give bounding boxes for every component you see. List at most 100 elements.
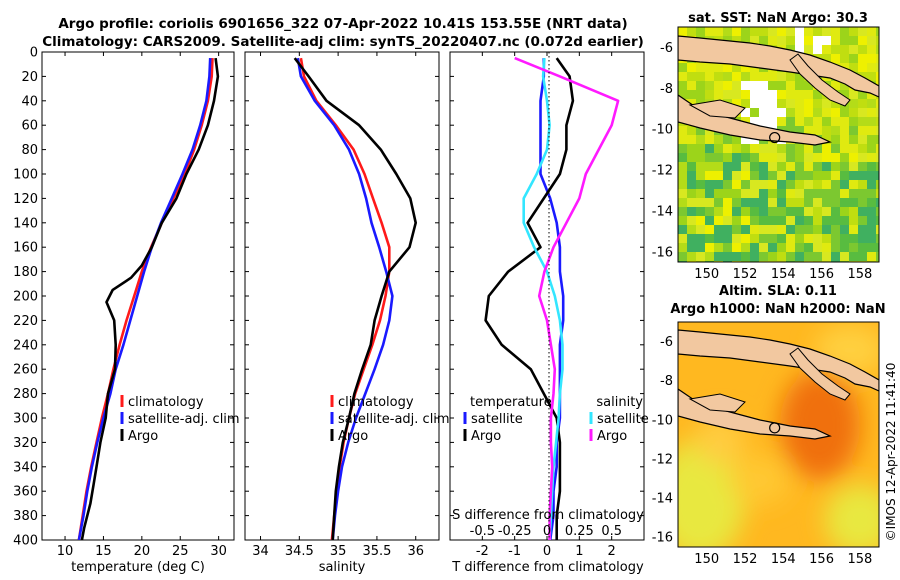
- sst-cell: [858, 243, 867, 252]
- sst-map-frame: [677, 26, 880, 263]
- sst-cell: [849, 252, 858, 261]
- sst-cell: [723, 189, 732, 198]
- sst-cell: [714, 162, 723, 171]
- sst-cell: [687, 207, 696, 216]
- sst-cell: [804, 108, 813, 117]
- sst-cell: [858, 216, 867, 225]
- difference-xtick-label: 0: [543, 544, 551, 559]
- sst-cell: [768, 108, 777, 117]
- sst-cell: [750, 27, 759, 36]
- sst-map-field: [678, 27, 879, 262]
- temperature-xtick-label: 20: [134, 544, 151, 559]
- sst-cell: [786, 90, 795, 99]
- sst-cell: [831, 252, 840, 261]
- sst-cell: [876, 99, 879, 108]
- sst-cell: [723, 252, 732, 261]
- sst-cell: [849, 63, 858, 72]
- sst-cell: [867, 144, 876, 153]
- sst-cell: [768, 27, 777, 36]
- sst-cell: [822, 198, 831, 207]
- sst-cell: [705, 225, 714, 234]
- temperature-series-satellite-adj-clim: [77, 58, 212, 540]
- sst-cell: [786, 153, 795, 162]
- sst-cell: [858, 63, 867, 72]
- sst-cell: [822, 27, 831, 36]
- sst-cell: [696, 180, 705, 189]
- sst-cell: [759, 225, 768, 234]
- sla-land-east: [789, 347, 851, 401]
- legend-label-satellite: satellite-adj. clim: [338, 412, 450, 427]
- sst-cell: [867, 45, 876, 54]
- difference-xtick-label: 2: [608, 544, 616, 559]
- sst-cell: [840, 153, 849, 162]
- sst-cell: [858, 153, 867, 162]
- sst-cell: [723, 198, 732, 207]
- sst-cell: [786, 198, 795, 207]
- sst-cell: [795, 81, 804, 90]
- sst-cell: [750, 144, 759, 153]
- sst-cell: [831, 108, 840, 117]
- sst-cell: [714, 243, 723, 252]
- sst-cell: [723, 153, 732, 162]
- sst-cell: [831, 243, 840, 252]
- sst-cell: [705, 63, 714, 72]
- sst-cell: [858, 117, 867, 126]
- sst-cell: [867, 243, 876, 252]
- sst-cell: [777, 36, 786, 45]
- legend-label-argo: Argo: [338, 429, 368, 444]
- sst-cell: [840, 162, 849, 171]
- sst-cell: [858, 36, 867, 45]
- sst-cell: [840, 54, 849, 63]
- sla-map-lon-label: 156: [809, 552, 834, 567]
- sst-cell: [732, 180, 741, 189]
- sst-cell: [822, 216, 831, 225]
- sst-cell: [741, 162, 750, 171]
- sst-cell: [876, 234, 879, 243]
- sst-cell: [750, 81, 759, 90]
- difference-series-temperature-satellite: [539, 58, 565, 540]
- sst-cell: [813, 207, 822, 216]
- sst-cell: [849, 54, 858, 63]
- sst-cell: [813, 180, 822, 189]
- sst-cell: [786, 99, 795, 108]
- difference-legend: temperature satellite Argo salinity sate…: [463, 395, 649, 444]
- sst-cell: [732, 207, 741, 216]
- s-diff-tick-label: -0.25: [498, 524, 532, 539]
- sst-cell: [759, 117, 768, 126]
- main-title-line1: Argo profile: coriolis 6901656_322 07-Ap…: [58, 16, 627, 32]
- sst-cell: [723, 234, 732, 243]
- sst-cell: [768, 153, 777, 162]
- sst-cell: [867, 72, 876, 81]
- depth-tick-label: 20: [21, 70, 38, 85]
- sst-cell: [867, 36, 876, 45]
- sst-cell: [831, 180, 840, 189]
- sst-cell: [777, 27, 786, 36]
- sst-cell: [813, 171, 822, 180]
- sst-cell: [804, 180, 813, 189]
- sst-cell: [849, 27, 858, 36]
- sst-cell: [849, 90, 858, 99]
- sst-cell: [732, 162, 741, 171]
- sst-cell: [876, 27, 879, 36]
- sst-cell: [687, 243, 696, 252]
- legend-label-s-argo: Argo: [597, 429, 627, 444]
- sla-map-frame: [677, 321, 880, 548]
- sst-cell: [849, 135, 858, 144]
- sst-cell: [777, 99, 786, 108]
- sst-cell: [795, 243, 804, 252]
- sst-cell: [795, 27, 804, 36]
- sst-cell: [813, 198, 822, 207]
- sst-cell: [795, 72, 804, 81]
- sst-cell: [696, 225, 705, 234]
- sst-cell: [750, 198, 759, 207]
- sst-cell: [840, 45, 849, 54]
- sst-cell: [840, 135, 849, 144]
- sla-map-title2: Argo h1000: NaN h2000: NaN: [670, 302, 885, 317]
- sst-cell: [840, 108, 849, 117]
- sst-cell: [678, 216, 687, 225]
- sst-cell: [696, 144, 705, 153]
- sst-cell: [858, 234, 867, 243]
- sst-cell: [867, 207, 876, 216]
- sst-cell: [759, 252, 768, 261]
